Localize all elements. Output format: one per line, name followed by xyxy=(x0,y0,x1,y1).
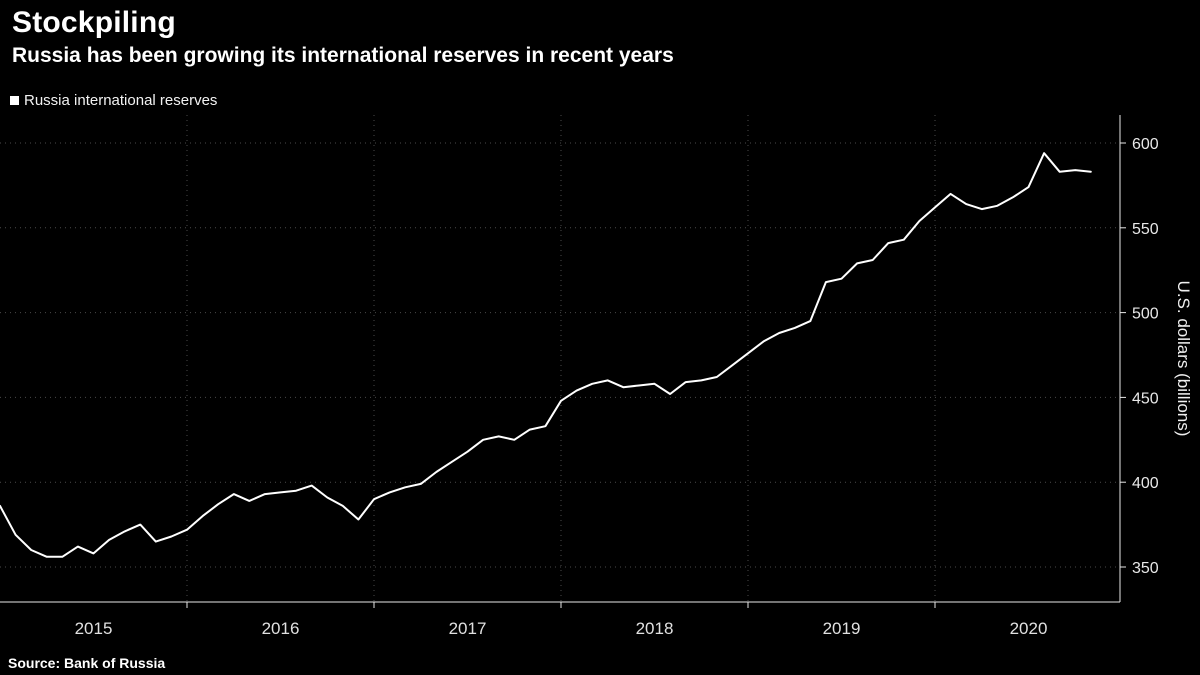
y-tick-label: 400 xyxy=(1132,475,1159,492)
chart-subtitle: Russia has been growing its internationa… xyxy=(12,44,674,67)
x-tick-label: 2018 xyxy=(636,619,674,638)
chart-title: Stockpiling xyxy=(12,6,176,39)
x-tick-label: 2016 xyxy=(262,619,300,638)
series-line-russia-reserves xyxy=(0,152,1092,558)
x-tick-label: 2017 xyxy=(449,619,487,638)
y-tick-label: 450 xyxy=(1132,390,1159,407)
x-tick-label: 2020 xyxy=(1010,619,1048,638)
y-axis-title: U.S. dollars (billions) xyxy=(1174,281,1193,437)
y-tick-label: 500 xyxy=(1132,306,1159,323)
y-tick-label: 350 xyxy=(1132,560,1159,577)
legend-marker-icon xyxy=(10,96,19,105)
y-tick-label: 550 xyxy=(1132,221,1159,238)
legend-label: Russia international reserves xyxy=(24,92,218,109)
x-tick-label: 2015 xyxy=(75,619,113,638)
x-tick-label: 2019 xyxy=(823,619,861,638)
source-attribution: Source: Bank of Russia xyxy=(8,655,166,671)
legend: Russia international reserves xyxy=(10,92,217,109)
y-tick-label: 600 xyxy=(1132,136,1159,153)
